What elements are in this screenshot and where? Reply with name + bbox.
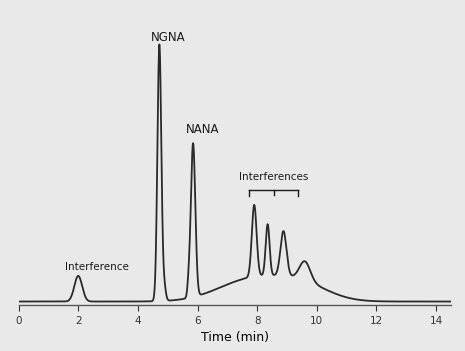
- Text: NGNA: NGNA: [151, 31, 186, 44]
- Text: Interference: Interference: [65, 262, 129, 272]
- Text: Interferences: Interferences: [239, 172, 308, 182]
- X-axis label: Time (min): Time (min): [201, 331, 269, 344]
- Text: NANA: NANA: [186, 123, 219, 136]
